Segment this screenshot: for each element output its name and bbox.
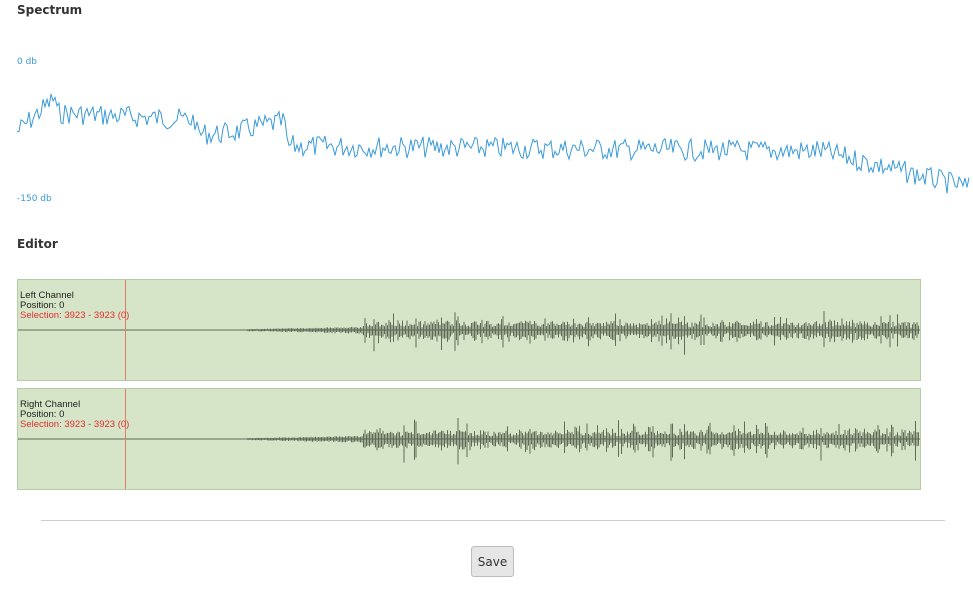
left-channel-selection: Selection: 3923 - 3923 (0) bbox=[20, 310, 130, 321]
left-channel-name: Left Channel bbox=[20, 290, 74, 301]
right-channel-waveform[interactable] bbox=[18, 389, 920, 489]
spectrum-top-label: 0 db bbox=[17, 57, 38, 67]
save-button[interactable]: Save bbox=[471, 546, 514, 577]
spectrum-line bbox=[17, 93, 970, 194]
spectrum-graph bbox=[17, 93, 970, 194]
left-channel-position: Position: 0 bbox=[20, 300, 65, 311]
spectrum-title: Spectrum bbox=[17, 3, 83, 17]
editor-title: Editor bbox=[17, 237, 58, 251]
right-channel-position: Position: 0 bbox=[20, 409, 65, 420]
right-channel-info: Right Channel Position: 0 Selection: 392… bbox=[20, 400, 129, 430]
divider bbox=[41, 520, 945, 521]
left-channel-info: Left Channel Position: 0 Selection: 3923… bbox=[20, 291, 129, 321]
left-channel-track[interactable]: Left Channel Position: 0 Selection: 3923… bbox=[17, 279, 921, 381]
left-channel-cursor[interactable] bbox=[125, 280, 126, 380]
right-channel-track[interactable]: Right Channel Position: 0 Selection: 392… bbox=[17, 388, 921, 490]
left-channel-waveform[interactable] bbox=[18, 280, 920, 380]
right-channel-wave bbox=[18, 418, 919, 465]
spectrum-bottom-label: -150 db bbox=[17, 194, 52, 204]
right-channel-selection: Selection: 3923 - 3923 (0) bbox=[20, 419, 130, 430]
right-channel-name: Right Channel bbox=[20, 399, 81, 410]
right-channel-cursor[interactable] bbox=[125, 389, 126, 489]
left-channel-wave bbox=[18, 311, 919, 355]
